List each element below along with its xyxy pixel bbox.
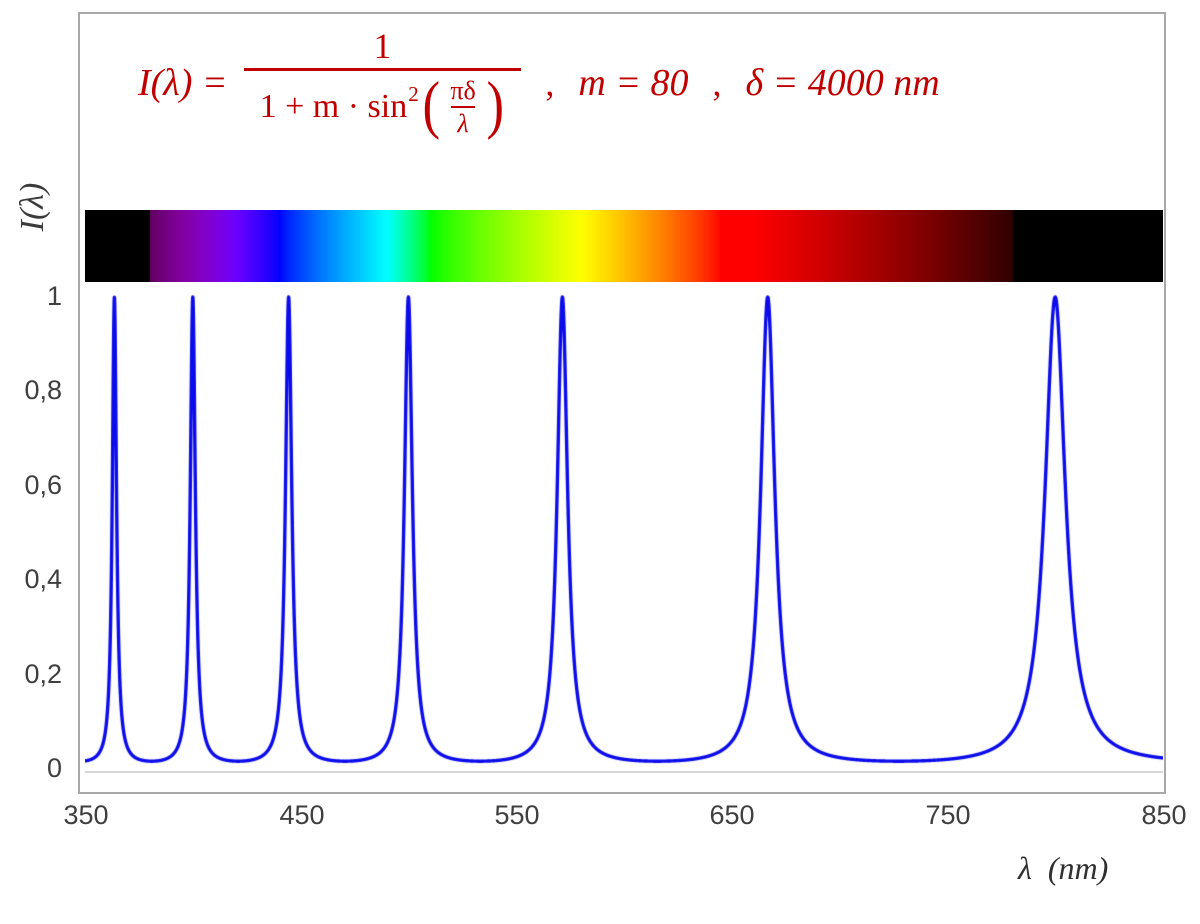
x-tick-label: 350 (63, 800, 109, 830)
inner-fraction: πδ λ (444, 77, 481, 138)
x-tick-label: 650 (709, 800, 755, 830)
x-tick-label: 750 (925, 800, 971, 830)
x-axis-title: λ (nm) (1018, 850, 1109, 886)
y-axis-title: I(λ) (14, 182, 51, 232)
inner-numerator: πδ (450, 76, 476, 105)
intensity-curve (85, 292, 1163, 772)
y-tick-label: 0,8 (24, 375, 62, 405)
fraction-denominator: 1 + m · sin 2 ( πδ λ ) (243, 68, 522, 138)
parameter-delta: δ = 4000 nm (745, 61, 940, 104)
parameter-m: m = 80 (578, 61, 689, 104)
x-tick-label: 450 (279, 800, 325, 830)
inner-denominator: λ (451, 106, 475, 138)
x-axis-line (85, 771, 1163, 773)
comma-separator: , (545, 62, 555, 103)
denominator-text: 1 + m · sin (259, 88, 408, 126)
sin-exponent: 2 (408, 81, 419, 106)
plot-frame: I(λ) = 1 1 + m · sin 2 ( πδ λ ) , m = 80 … (78, 12, 1166, 794)
formula-fraction: 1 1 + m · sin 2 ( πδ λ ) (243, 26, 522, 138)
y-tick-label: 1 (46, 281, 62, 311)
y-tick-label: 0 (46, 753, 62, 783)
y-tick-label: 0,2 (24, 659, 62, 689)
y-tick-label: 0,6 (24, 470, 62, 500)
visible-spectrum-bar (85, 210, 1163, 282)
fraction-numerator: 1 (373, 26, 392, 66)
formula-annotation: I(λ) = 1 1 + m · sin 2 ( πδ λ ) , m = 80 … (138, 28, 940, 138)
x-tick-label: 550 (494, 800, 540, 830)
comma-separator: , (712, 62, 722, 103)
y-tick-label: 0,4 (24, 564, 62, 594)
formula-lhs: I(λ) = (138, 61, 228, 104)
x-tick-label: 850 (1141, 800, 1187, 830)
